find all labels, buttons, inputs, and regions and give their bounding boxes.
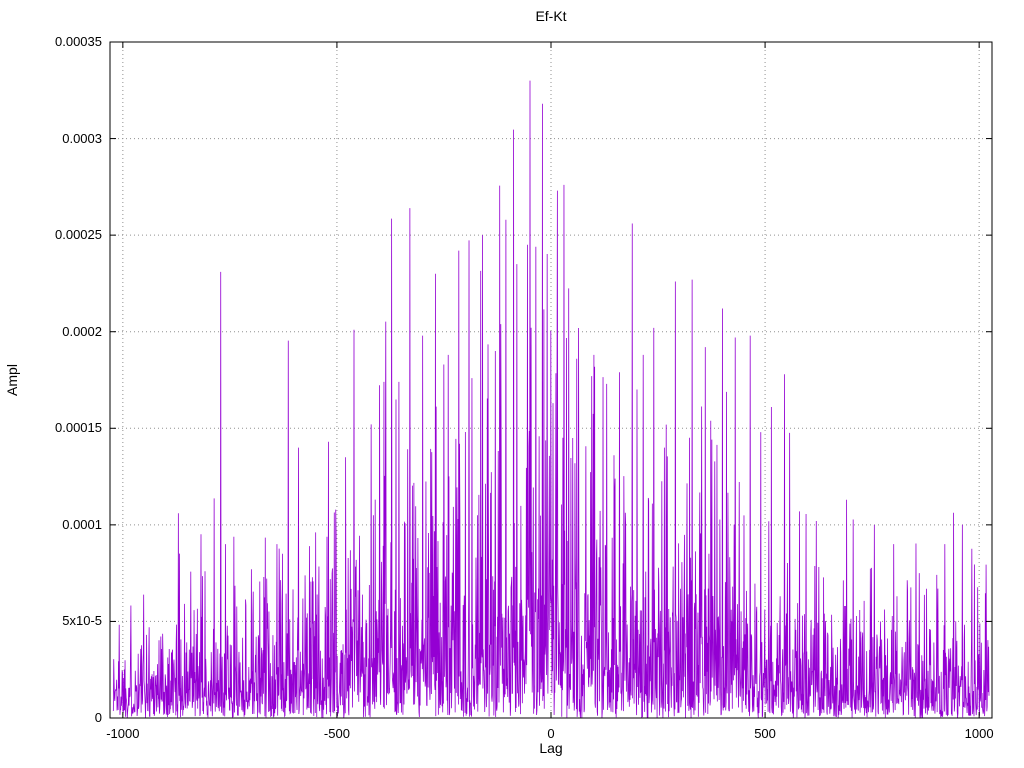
y-tick-label: 0.00035 xyxy=(55,34,102,49)
y-tick-label: 5x10-5 xyxy=(62,613,102,629)
x-tick-label: 0 xyxy=(547,726,555,741)
chart-title-text: Ef-Kt xyxy=(535,8,567,24)
y-tick-label: 0.00025 xyxy=(55,227,102,243)
y-tick-label: 0.0003 xyxy=(62,130,102,146)
y-tick-label: 0.00015 xyxy=(55,420,102,436)
data-series-path xyxy=(112,80,990,719)
x-tick-label: 500 xyxy=(754,726,776,741)
x-tick-label: -1000 xyxy=(106,726,140,741)
y-tick-label: 0.0002 xyxy=(62,323,102,339)
chart-title: Ef-Kt xyxy=(0,8,1024,24)
x-tick-label: 1000 xyxy=(964,726,994,741)
x-axis-label: Lag xyxy=(539,740,563,756)
x-tick-label: -500 xyxy=(323,726,350,741)
y-tick-label: 0.0001 xyxy=(62,516,102,532)
y-tick-label: 0 xyxy=(94,710,102,725)
